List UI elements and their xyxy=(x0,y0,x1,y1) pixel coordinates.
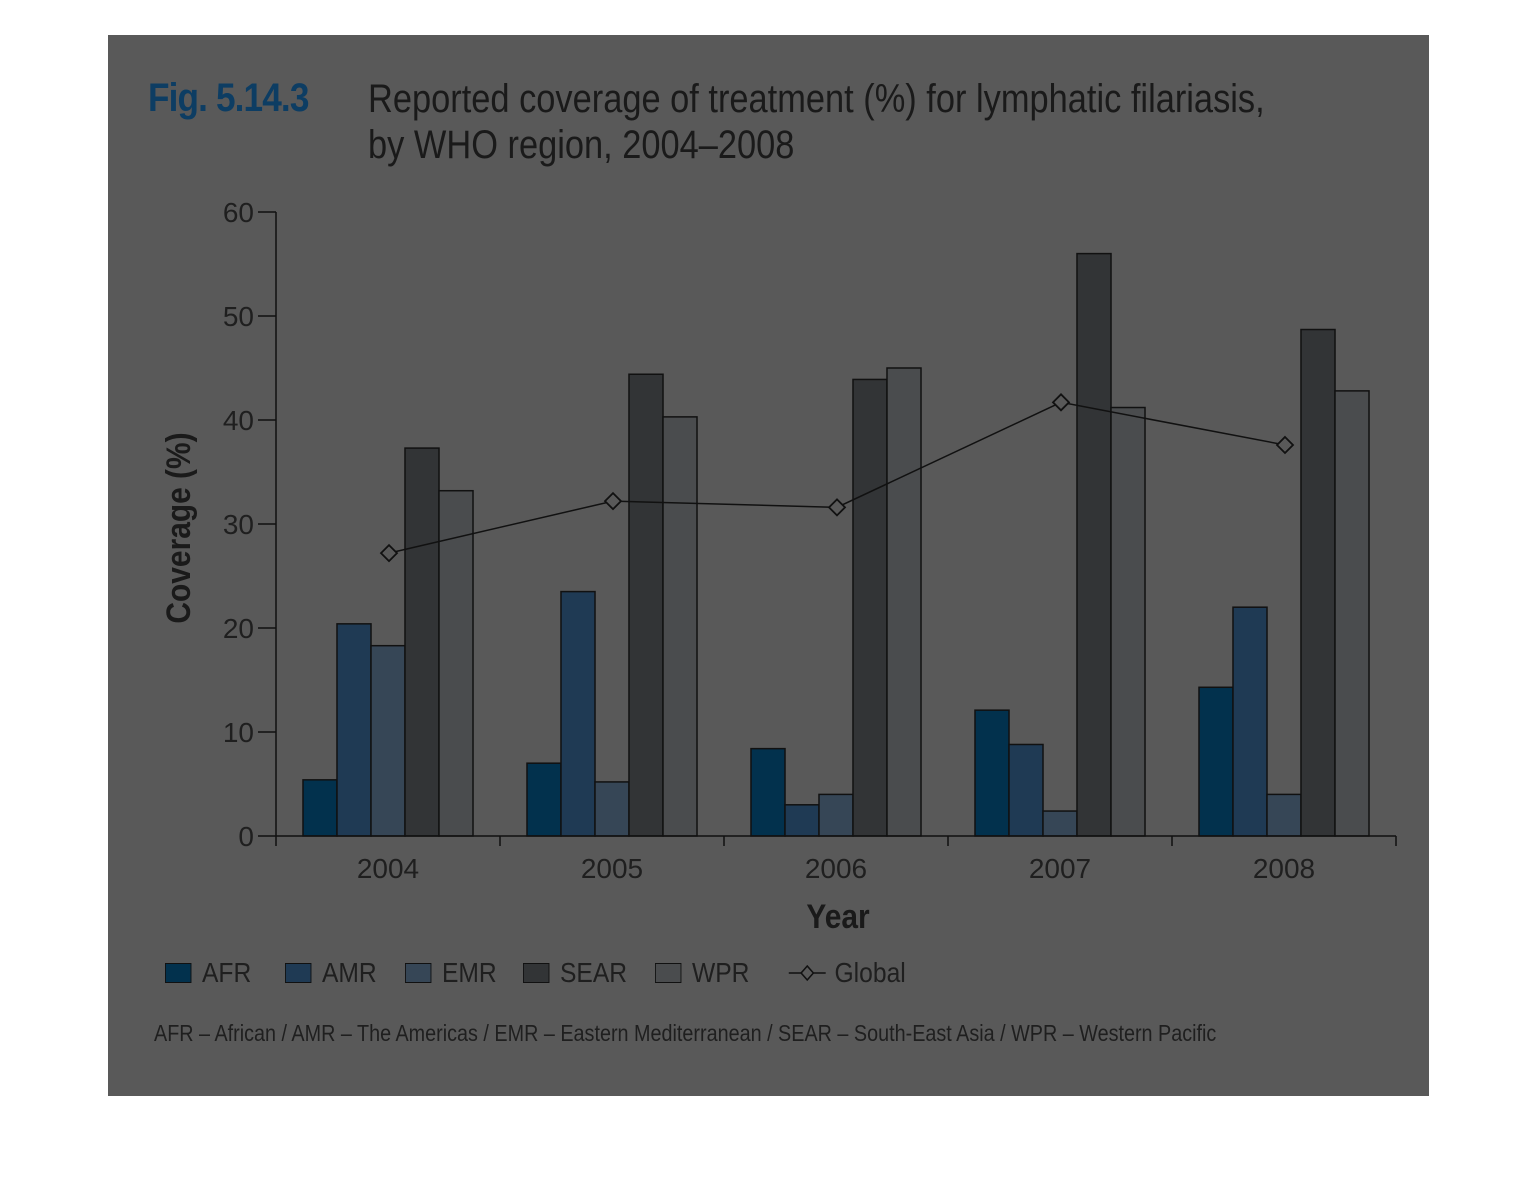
bar-emr-2007 xyxy=(1042,810,1078,837)
y-tick-label: 50 xyxy=(223,301,254,332)
global-point-2006 xyxy=(827,498,847,517)
x-tick-label: 2006 xyxy=(805,853,867,884)
bar-amr-2007 xyxy=(1008,743,1044,837)
bar-emr-2004 xyxy=(370,644,406,837)
figure-number: Fig. 5.14.3 xyxy=(148,76,309,120)
legend-item-amr: AMR xyxy=(285,957,377,989)
y-tick-label: 10 xyxy=(223,717,254,748)
global-point-2007 xyxy=(1051,393,1071,412)
footnote: AFR – African / AMR – The Americas / EMR… xyxy=(154,1020,1217,1046)
bar-amr-2005 xyxy=(560,590,596,837)
bar-afr-2005 xyxy=(526,762,562,837)
legend-label: Global xyxy=(834,957,906,988)
global-line xyxy=(388,401,1286,554)
x-tick-label: 2005 xyxy=(581,853,643,884)
bar-wpr-2008 xyxy=(1334,390,1370,837)
bar-sear-2004 xyxy=(404,447,440,837)
bar-emr-2006 xyxy=(818,793,854,837)
bar-afr-2004 xyxy=(302,779,338,837)
bar-amr-2008 xyxy=(1232,606,1268,837)
bar-sear-2008 xyxy=(1300,328,1336,837)
bar-afr-2008 xyxy=(1198,686,1234,837)
bar-afr-2007 xyxy=(974,709,1010,837)
figure-title: Reported coverage of treatment (%) for l… xyxy=(368,77,1265,167)
bar-sear-2006 xyxy=(852,378,888,837)
global-point-2008 xyxy=(1275,435,1295,455)
legend-label: WPR xyxy=(691,957,750,988)
legend-item-wpr: WPR xyxy=(655,957,749,989)
y-tick-label: 40 xyxy=(223,405,254,436)
legend-item-global: Global xyxy=(787,957,906,989)
legend-item-emr: EMR xyxy=(405,957,497,989)
bar-wpr-2004 xyxy=(438,489,474,837)
global-point-2004 xyxy=(379,543,399,563)
y-tick-label: 0 xyxy=(238,821,254,852)
legend-item-afr: AFR xyxy=(165,957,251,989)
legend-item-sear: SEAR xyxy=(523,957,627,989)
legend-label: AFR xyxy=(201,957,252,988)
bars-group xyxy=(302,252,1370,837)
legend-diamond xyxy=(800,964,815,982)
legend-label: SEAR xyxy=(559,957,628,988)
x-tick-label: 2008 xyxy=(1253,853,1315,884)
y-axis-label: Coverage (%) xyxy=(159,432,197,623)
x-axis-label: Year xyxy=(806,897,869,935)
axes-group: 0 10 20 30 40 50 60 2004 2005 2006 2007 2008 xyxy=(223,197,1397,884)
legend-swatch xyxy=(165,963,192,983)
x-tick-label: 2007 xyxy=(1029,853,1091,884)
y-tick-label: 30 xyxy=(223,509,254,540)
bar-emr-2005 xyxy=(594,781,630,837)
legend-label: EMR xyxy=(441,957,497,988)
bar-wpr-2005 xyxy=(662,416,698,837)
legend-swatch xyxy=(405,963,432,983)
legend-swatch xyxy=(285,963,312,983)
bar-sear-2005 xyxy=(628,373,664,837)
legend-line-marker-icon xyxy=(788,964,826,982)
bar-emr-2008 xyxy=(1266,793,1302,837)
bar-amr-2006 xyxy=(784,804,820,837)
bar-amr-2004 xyxy=(336,623,372,837)
global-point-2005 xyxy=(603,491,623,511)
figure-panel xyxy=(108,35,1429,1096)
y-tick-label: 20 xyxy=(223,613,254,644)
bar-afr-2006 xyxy=(750,747,786,837)
y-tick-label: 60 xyxy=(223,197,254,228)
legend-label: AMR xyxy=(321,957,377,988)
bar-wpr-2007 xyxy=(1110,406,1146,837)
x-tick-label: 2004 xyxy=(357,853,419,884)
legend-swatch xyxy=(655,963,682,983)
global-line-group xyxy=(379,393,1295,563)
bar-wpr-2006 xyxy=(886,367,922,837)
bar-sear-2007 xyxy=(1076,252,1112,837)
legend-swatch xyxy=(523,963,550,983)
